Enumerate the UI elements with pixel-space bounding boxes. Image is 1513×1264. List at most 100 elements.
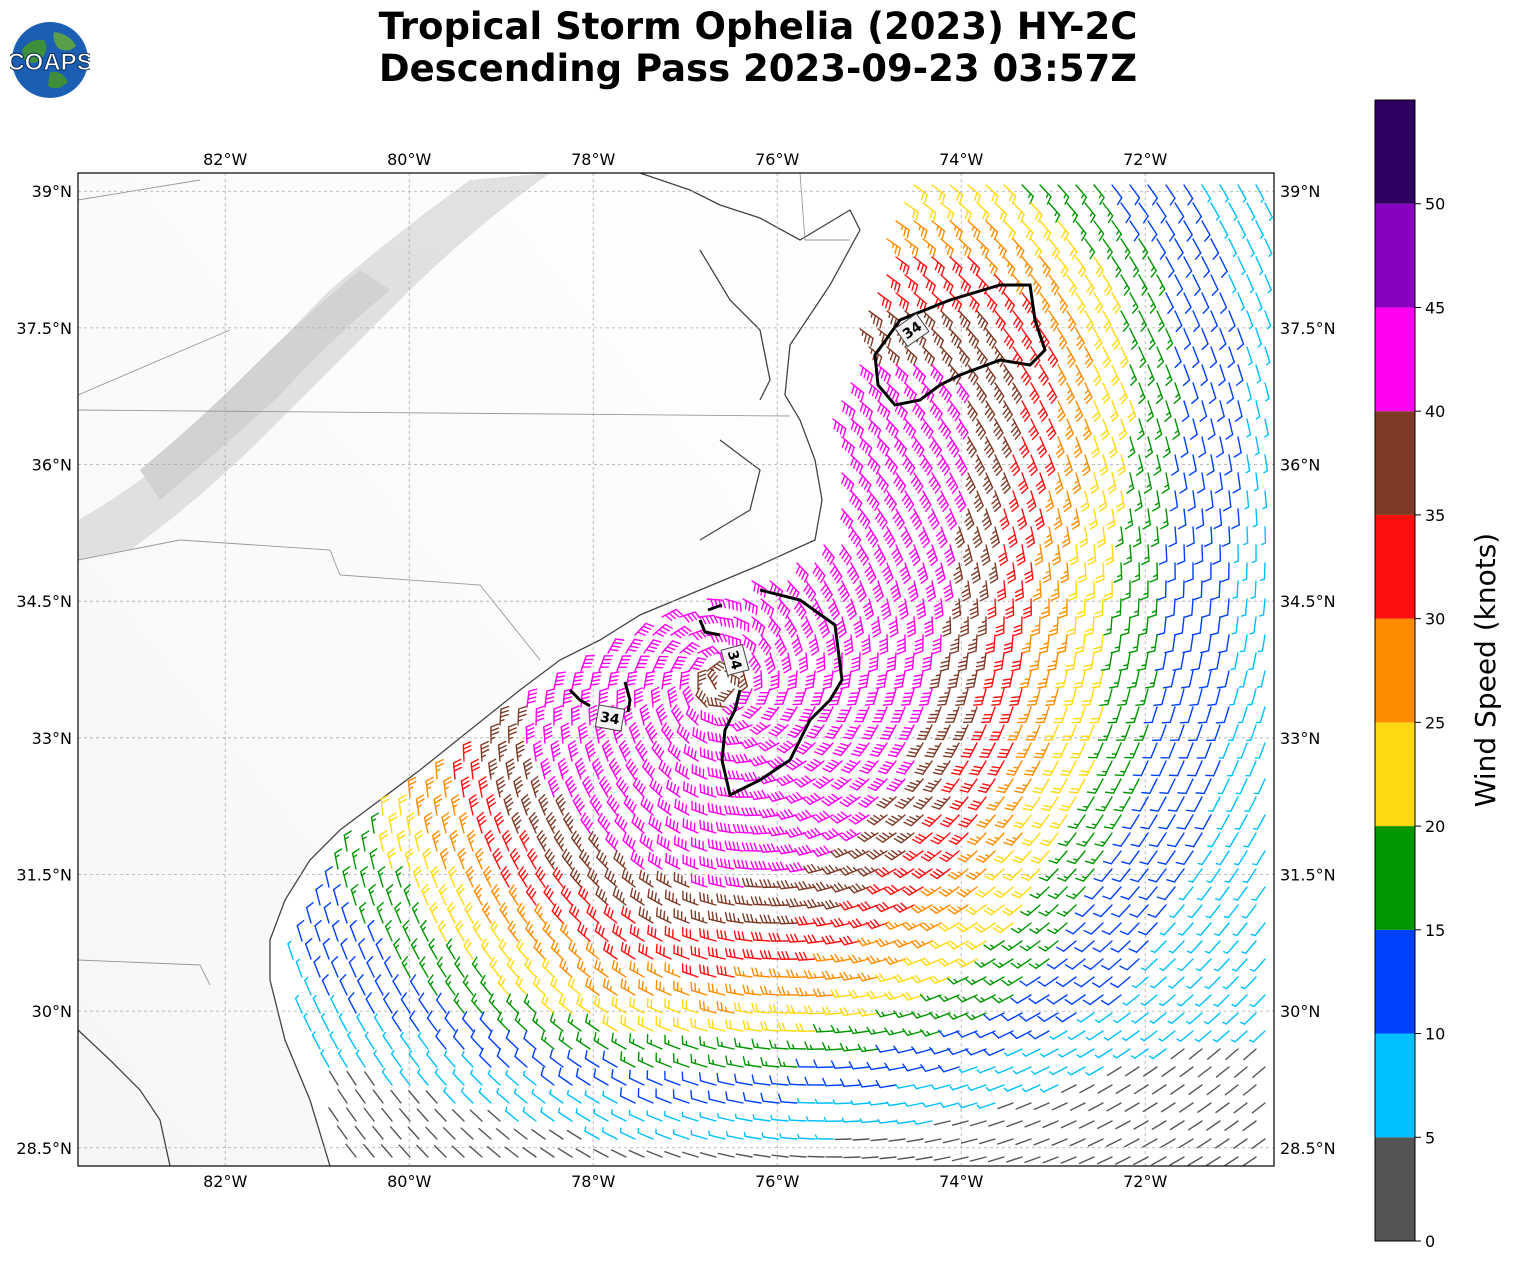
wind-barb — [886, 238, 901, 257]
wind-barb — [868, 418, 882, 439]
wind-barb — [1011, 382, 1023, 404]
wind-barb — [748, 652, 761, 674]
wind-barb — [616, 655, 632, 672]
wind-barb — [787, 670, 798, 690]
wind-barb — [893, 670, 906, 689]
wind-barb — [990, 526, 1000, 548]
wind-barb — [980, 544, 991, 566]
wind-barb — [1189, 418, 1198, 440]
wind-barb — [1182, 634, 1194, 654]
wind-barb — [1207, 418, 1216, 440]
wind-barb — [1246, 238, 1255, 258]
wind-barb — [1213, 508, 1223, 530]
wind-barb — [793, 598, 807, 620]
wind-barb — [1194, 544, 1204, 565]
wind-barb — [1027, 454, 1038, 477]
wind-barb — [1030, 238, 1043, 259]
wind-barb — [976, 202, 990, 222]
wind-barb — [1071, 706, 1086, 724]
wind-barb — [855, 580, 867, 603]
wind-barb — [1200, 364, 1208, 386]
wind-barb — [607, 638, 625, 654]
wind-barb — [976, 310, 989, 331]
wind-barb — [870, 616, 882, 638]
wind-barb — [944, 706, 960, 723]
wind-barb — [1232, 580, 1239, 599]
wind-barb — [1020, 400, 1031, 422]
colorbar-label: Wind Speed (knots) — [1469, 533, 1502, 807]
wind-barb — [1210, 580, 1221, 601]
wind-barb — [913, 256, 928, 276]
wind-barb — [706, 696, 726, 708]
wind-barb — [697, 645, 719, 658]
wind-barb — [1125, 706, 1140, 724]
wind-barb — [791, 634, 803, 656]
wind-barb — [667, 686, 678, 708]
wind-barb — [895, 256, 910, 275]
wind-barb — [949, 328, 962, 349]
wind-barb — [841, 436, 855, 456]
wind-barb — [1165, 256, 1175, 278]
wind-barb — [1003, 184, 1017, 205]
wind-barb — [1201, 292, 1210, 314]
wind-barb — [697, 669, 707, 690]
lat-label-right: 34.5°N — [1280, 592, 1336, 611]
wind-barb — [736, 688, 753, 705]
wind-barb — [688, 657, 707, 672]
wind-barb — [1005, 598, 1015, 619]
wind-barb — [1057, 292, 1068, 314]
wind-barb — [826, 634, 837, 656]
wind-barb — [1079, 526, 1089, 548]
wind-barb — [1263, 454, 1269, 474]
wind-barb — [1075, 328, 1085, 350]
colorbar-bin — [1375, 826, 1415, 930]
wind-barb — [938, 418, 952, 440]
wind-barb — [803, 580, 817, 602]
wind-barb — [1100, 418, 1110, 441]
wind-barb — [845, 598, 857, 620]
wind-barb — [1228, 310, 1236, 333]
wind-barb — [925, 580, 936, 602]
wind-barb — [1180, 436, 1189, 458]
wind-barb — [940, 346, 953, 367]
wind-barb — [810, 688, 825, 706]
wind-barb — [1216, 670, 1230, 689]
wind-barb — [1132, 526, 1142, 548]
wind-barb — [1048, 616, 1059, 637]
wind-barb — [753, 670, 763, 691]
wind-barb — [1255, 292, 1263, 312]
wind-barb — [526, 688, 538, 708]
wind-barb — [1127, 400, 1137, 423]
wind-barb — [1186, 526, 1195, 548]
wind-barb — [1043, 724, 1059, 741]
wind-barb — [770, 670, 780, 691]
wind-barb — [1264, 310, 1272, 330]
wind-barb — [1234, 400, 1243, 422]
wind-barb — [859, 328, 874, 347]
wind-barb — [1045, 490, 1055, 512]
wind-barb — [1109, 400, 1119, 423]
wind-barb — [851, 652, 861, 673]
wind-barb — [1146, 400, 1154, 422]
wind-barb — [1138, 310, 1148, 332]
wind-barb — [1153, 688, 1167, 707]
wind-barb — [982, 472, 994, 494]
wind-barb — [936, 688, 951, 706]
wind-barb — [1251, 544, 1257, 564]
wind-barb — [499, 705, 510, 726]
wind-barb — [1173, 616, 1185, 636]
wind-barb — [1009, 688, 1023, 706]
wind-barb — [1111, 328, 1121, 350]
terrain-shading — [78, 173, 550, 560]
wind-barb — [1110, 634, 1122, 654]
wind-barb — [1228, 238, 1237, 257]
wind-barb — [1131, 562, 1141, 583]
wind-barb — [1223, 490, 1232, 512]
wind-barb — [1113, 562, 1123, 583]
colorbar-tick-label: 25 — [1425, 713, 1445, 732]
wind-barb — [1255, 220, 1264, 239]
wind-barb — [1021, 634, 1032, 654]
state-borders — [78, 173, 850, 986]
wind-barb — [877, 292, 892, 311]
wind-barb — [655, 703, 668, 726]
